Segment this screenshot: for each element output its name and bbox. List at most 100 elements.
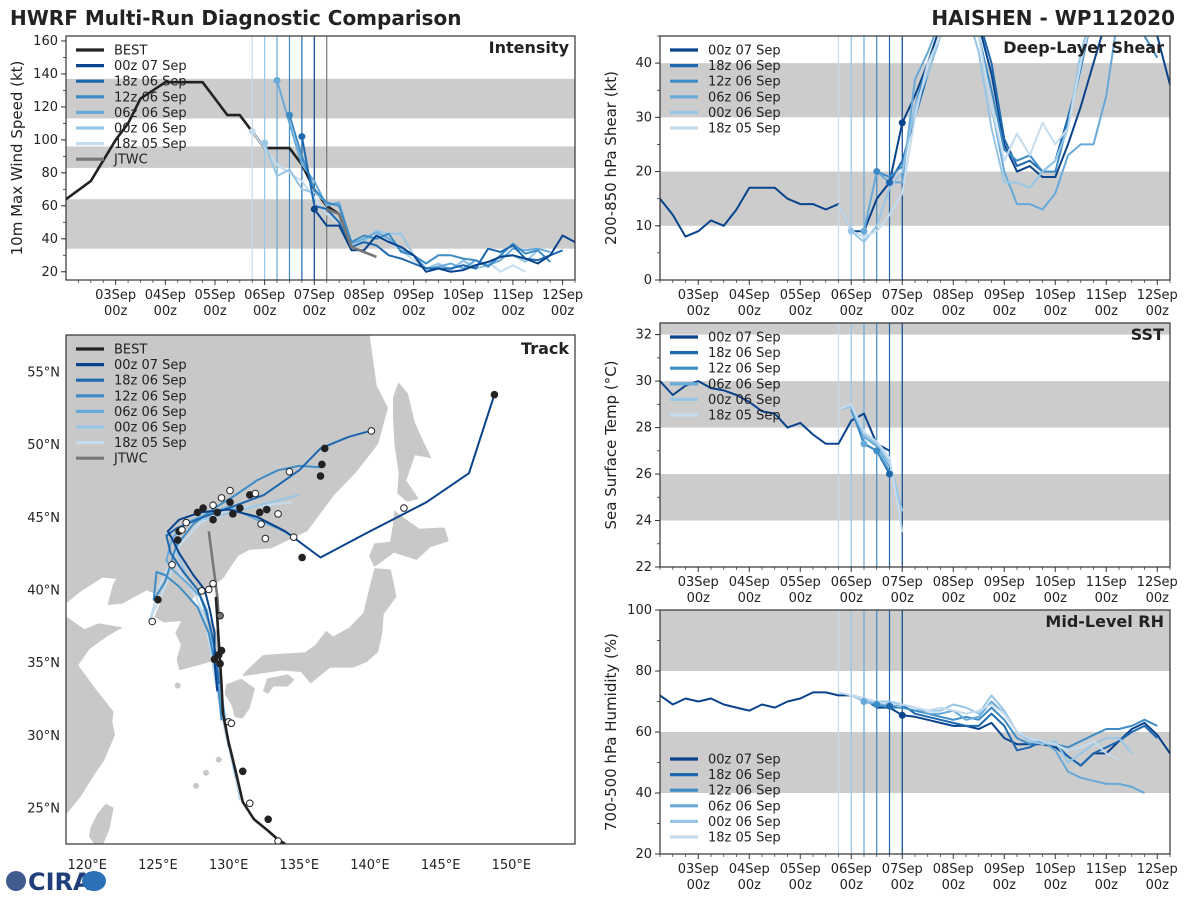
- legend-label: 00z 07 Sep: [708, 331, 781, 346]
- panel-title: SST: [1131, 325, 1164, 344]
- track-marker: [229, 510, 237, 518]
- y-tick-label: 22: [635, 560, 652, 575]
- legend-label: 00z 06 Sep: [708, 815, 781, 830]
- x-tick-label: 00z: [1095, 304, 1119, 319]
- track-marker: [210, 655, 219, 664]
- legend-label: 00z 07 Sep: [114, 59, 187, 74]
- track-marker: [205, 585, 213, 594]
- legend-label: JTWC: [113, 153, 148, 168]
- panel-track: 120°E 125°E 130°E 135°E 140°E 145°E 150°E 25°N 3…: [27, 334, 576, 873]
- x-tick-label: 07Sep: [882, 862, 923, 877]
- track-marker: [148, 617, 157, 626]
- legend-label: 18z 05 Sep: [114, 137, 187, 152]
- x-tick-label: 00z: [551, 304, 575, 319]
- panel-shear: 01020304003Sep00z04Sep00z05Sep00z06Sep00…: [602, 35, 1178, 319]
- legend-label: 18z 05 Sep: [708, 122, 781, 137]
- x-tick-label: 00z: [1146, 591, 1170, 606]
- track-marker: [154, 595, 162, 604]
- panel-title: Intensity: [489, 38, 570, 57]
- x-tick-label: 00z: [154, 304, 178, 319]
- legend-label: 18z 06 Sep: [114, 75, 187, 90]
- x-tick-label: 08Sep: [933, 862, 974, 877]
- track-marker: [274, 510, 282, 518]
- track-marker: [400, 504, 408, 512]
- series-marker: [886, 178, 893, 186]
- legend-label: 00z 06 Sep: [708, 106, 781, 121]
- plot-area: [66, 36, 575, 280]
- lon-tick-label: 145°E: [421, 858, 461, 873]
- series-line: [660, 380, 890, 452]
- x-tick-label: 00z: [840, 304, 864, 319]
- series-line: [850, 408, 891, 473]
- track-marker: [182, 518, 190, 527]
- land-hokkaido: [368, 508, 450, 569]
- x-tick-label: 04Sep: [729, 575, 770, 590]
- x-tick-label: 06Sep: [831, 288, 872, 303]
- x-tick-label: 00z: [789, 878, 813, 893]
- track-marker: [261, 534, 270, 543]
- x-tick-label: 06Sep: [831, 862, 872, 877]
- legend-label: JTWC: [113, 452, 148, 467]
- track-marker: [168, 560, 176, 569]
- lon-tick-label: 120°E: [67, 858, 107, 873]
- y-axis-label: 10m Max Wind Speed (kt): [8, 61, 26, 256]
- y-tick-label: 20: [635, 165, 652, 180]
- shade-band: [660, 171, 1170, 226]
- x-tick-label: 00z: [687, 304, 711, 319]
- x-tick-label: 00z: [993, 304, 1017, 319]
- x-tick-label: 00z: [1095, 878, 1119, 893]
- series-marker: [886, 470, 893, 478]
- track-marker: [178, 526, 186, 534]
- x-tick-label: 10Sep: [1035, 288, 1076, 303]
- track-marker: [209, 515, 217, 524]
- lon-tick-label: 150°E: [492, 858, 532, 873]
- x-tick-label: 09Sep: [984, 288, 1025, 303]
- x-tick-label: 08Sep: [933, 288, 974, 303]
- x-tick-label: 00z: [303, 304, 327, 319]
- track-marker: [274, 837, 282, 844]
- track-marker: [209, 579, 217, 588]
- track-line: [214, 596, 286, 844]
- cira-globe-icon: [82, 871, 106, 891]
- track-marker: [216, 659, 224, 668]
- track-marker: [251, 489, 260, 498]
- track-marker: [285, 467, 294, 476]
- x-tick-label: 00z: [203, 304, 227, 319]
- x-tick-label: 00z: [253, 304, 277, 319]
- track-marker: [213, 508, 222, 517]
- series-line: [837, 36, 1089, 238]
- series-line: [838, 691, 1120, 761]
- x-tick-label: 00z: [942, 304, 966, 319]
- cira-logo-text: CIRA: [28, 868, 92, 896]
- track-marker: [320, 444, 329, 453]
- series-line: [850, 36, 1087, 243]
- x-tick-label: 04Sep: [729, 288, 770, 303]
- legend-label: 00z 06 Sep: [114, 421, 187, 436]
- x-tick-label: 05Sep: [194, 288, 235, 303]
- x-tick-label: 00z: [1146, 878, 1170, 893]
- x-tick-label: 03Sep: [678, 862, 719, 877]
- x-tick-label: 11Sep: [492, 288, 533, 303]
- x-tick-label: 03Sep: [95, 288, 136, 303]
- shade-band: [660, 610, 1170, 671]
- x-tick-label: 00z: [993, 591, 1017, 606]
- y-axis-label: Sea Surface Temp (°C): [602, 360, 620, 529]
- x-tick-label: 00z: [840, 591, 864, 606]
- track-marker: [209, 501, 217, 509]
- legend-label: 12z 06 Sep: [708, 75, 781, 90]
- y-tick-label: 80: [41, 166, 58, 181]
- track-line: [207, 531, 220, 616]
- y-tick-label: 100: [33, 133, 58, 148]
- track-marker: [236, 504, 244, 512]
- land-island: [174, 682, 181, 689]
- series-marker: [285, 111, 293, 119]
- legend-label: 12z 06 Sep: [708, 784, 781, 799]
- legend-label: 00z 07 Sep: [114, 358, 187, 373]
- track-marker: [298, 553, 306, 562]
- legend-label: BEST: [114, 343, 147, 358]
- plot-area: [660, 323, 1170, 567]
- lat-tick-label: 40°N: [27, 584, 60, 599]
- legend-label: 06z 06 Sep: [708, 799, 781, 814]
- series-line: [300, 136, 563, 270]
